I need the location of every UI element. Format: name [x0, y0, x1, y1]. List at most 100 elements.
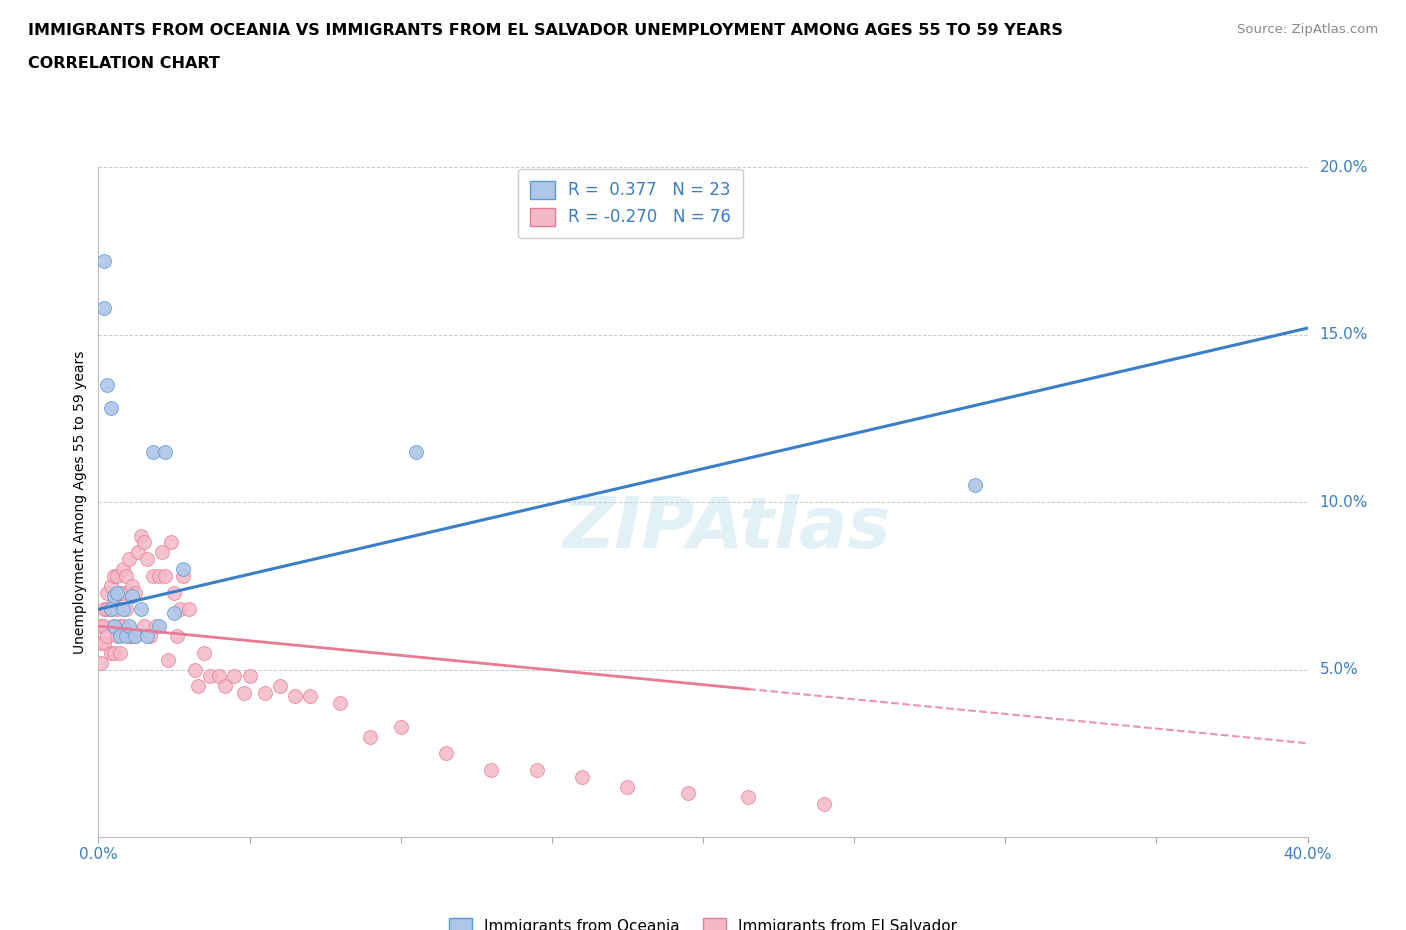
Point — [616, 779, 638, 794]
Point — [284, 689, 307, 704]
Point — [103, 589, 125, 604]
Point — [90, 635, 112, 650]
Text: ZIPAtlas: ZIPAtlas — [562, 495, 891, 564]
Point — [214, 679, 236, 694]
Point — [239, 669, 262, 684]
Point — [105, 602, 128, 617]
Text: 10.0%: 10.0% — [1320, 495, 1368, 510]
Point — [153, 568, 176, 583]
Point — [121, 578, 143, 593]
Point — [193, 645, 215, 660]
Point — [148, 618, 170, 633]
Point — [108, 618, 131, 633]
Point — [105, 629, 128, 644]
Point — [111, 618, 134, 633]
Point — [93, 602, 115, 617]
Point — [124, 585, 146, 600]
Text: CORRELATION CHART: CORRELATION CHART — [28, 56, 219, 71]
Point — [163, 605, 186, 620]
Point — [108, 645, 131, 660]
Point — [100, 401, 122, 416]
Point — [114, 629, 136, 644]
Point — [103, 645, 125, 660]
Point — [100, 578, 122, 593]
Text: 15.0%: 15.0% — [1320, 327, 1368, 342]
Point — [118, 618, 141, 633]
Point — [145, 618, 167, 633]
Point — [208, 669, 231, 684]
Point — [100, 602, 122, 617]
Point — [389, 719, 412, 734]
Text: Source: ZipAtlas.com: Source: ZipAtlas.com — [1237, 23, 1378, 36]
Y-axis label: Unemployment Among Ages 55 to 59 years: Unemployment Among Ages 55 to 59 years — [73, 351, 87, 654]
Point — [132, 535, 155, 550]
Point — [187, 679, 209, 694]
Point — [96, 585, 118, 600]
Point — [118, 585, 141, 600]
Point — [166, 629, 188, 644]
Point — [121, 589, 143, 604]
Point — [90, 618, 112, 633]
Point — [93, 618, 115, 633]
Point — [571, 769, 593, 784]
Point — [114, 602, 136, 617]
Point — [129, 528, 152, 543]
Point — [127, 545, 149, 560]
Point — [132, 618, 155, 633]
Point — [121, 629, 143, 644]
Point — [111, 562, 134, 577]
Point — [111, 602, 134, 617]
Point — [93, 635, 115, 650]
Point — [184, 662, 207, 677]
Point — [200, 669, 222, 684]
Point — [108, 629, 131, 644]
Point — [142, 445, 165, 459]
Point — [103, 618, 125, 633]
Point — [329, 696, 352, 711]
Point — [124, 629, 146, 644]
Point — [526, 763, 548, 777]
Point — [169, 602, 191, 617]
Point — [114, 568, 136, 583]
Point — [129, 602, 152, 617]
Point — [105, 585, 128, 600]
Point — [232, 685, 254, 700]
Point — [124, 629, 146, 644]
Point — [299, 689, 322, 704]
Point — [142, 568, 165, 583]
Point — [172, 568, 194, 583]
Point — [105, 568, 128, 583]
Point — [172, 562, 194, 577]
Text: 20.0%: 20.0% — [1320, 160, 1368, 175]
Point — [103, 618, 125, 633]
Point — [405, 445, 427, 459]
Point — [150, 545, 173, 560]
Point — [156, 652, 179, 667]
Point — [103, 568, 125, 583]
Point — [96, 602, 118, 617]
Point — [111, 585, 134, 600]
Point — [177, 602, 201, 617]
Point — [93, 300, 115, 315]
Point — [118, 551, 141, 566]
Point — [148, 568, 170, 583]
Point — [153, 445, 176, 459]
Point — [965, 478, 987, 493]
Legend: Immigrants from Oceania, Immigrants from El Salvador: Immigrants from Oceania, Immigrants from… — [443, 911, 963, 930]
Point — [139, 629, 162, 644]
Point — [118, 629, 141, 644]
Point — [737, 790, 759, 804]
Point — [253, 685, 276, 700]
Point — [103, 595, 125, 610]
Point — [135, 551, 157, 566]
Point — [100, 602, 122, 617]
Point — [100, 645, 122, 660]
Point — [813, 796, 835, 811]
Point — [93, 254, 115, 269]
Text: 5.0%: 5.0% — [1320, 662, 1358, 677]
Point — [163, 585, 186, 600]
Point — [108, 585, 131, 600]
Point — [160, 535, 183, 550]
Point — [135, 629, 157, 644]
Point — [481, 763, 503, 777]
